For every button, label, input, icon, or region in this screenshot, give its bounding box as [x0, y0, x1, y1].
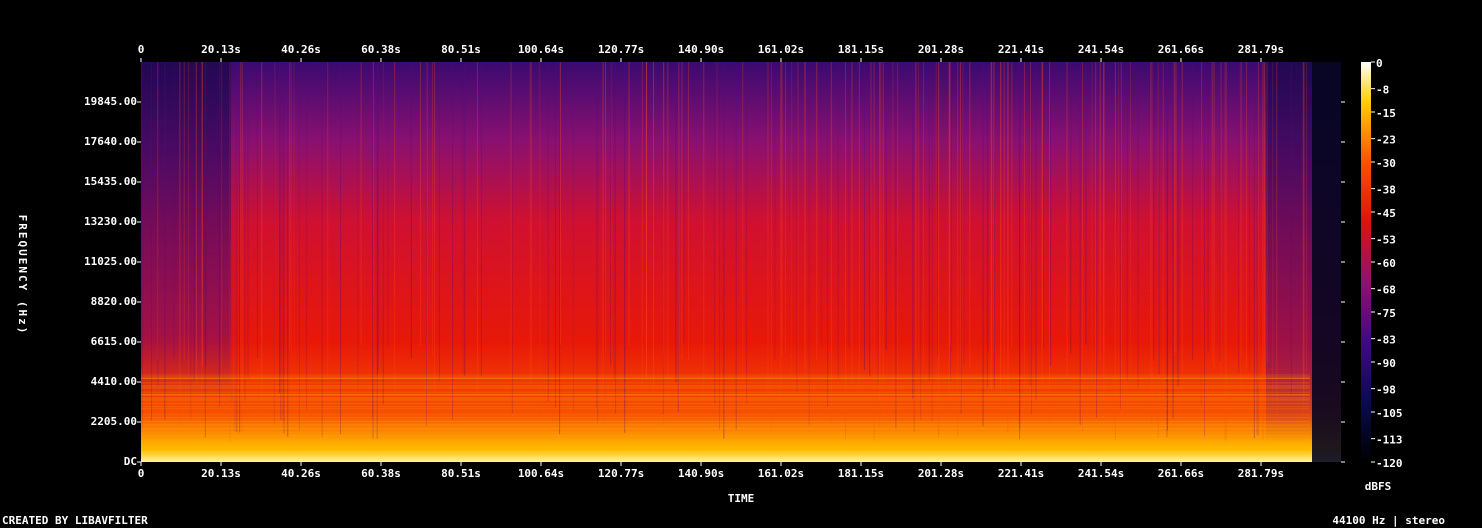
- x-tick-label: 181.15s: [838, 467, 884, 480]
- x-tick-label: 241.54s: [1078, 467, 1124, 480]
- colorbar-tick-label: -38: [1376, 184, 1396, 197]
- silence: [1312, 62, 1341, 462]
- x-tick-label: 281.79s: [1238, 467, 1284, 480]
- x-tick-label: 20.13s: [201, 467, 241, 480]
- x-tick-label: 140.90s: [678, 43, 724, 56]
- y-tick-label: 15435.00: [84, 175, 137, 188]
- y-tick-label: DC: [124, 455, 137, 468]
- x-tick-label: 161.02s: [758, 43, 804, 56]
- footer-left: CREATED BY LIBAVFILTER: [2, 514, 148, 527]
- colorbar-tick-label: -45: [1376, 207, 1396, 220]
- colorbar-tick-label: -23: [1376, 134, 1396, 147]
- x-tick-label: 40.26s: [281, 43, 321, 56]
- colorbar-tick-label: -53: [1376, 234, 1396, 247]
- colorbar-tick-label: -98: [1376, 384, 1396, 397]
- x-tick-label: 261.66s: [1158, 467, 1204, 480]
- x-tick-label: 120.77s: [598, 467, 644, 480]
- x-tick-label: 20.13s: [201, 43, 241, 56]
- y-tick-label: 17640.00: [84, 135, 137, 148]
- y-axis-title: FREQUENCY (Hz): [16, 215, 29, 336]
- x-tick-label: 0: [138, 467, 145, 480]
- x-tick-label: 161.02s: [758, 467, 804, 480]
- colorbar-tick-label: -68: [1376, 284, 1396, 297]
- x-tick-label: 221.41s: [998, 43, 1044, 56]
- x-tick-label: 120.77s: [598, 43, 644, 56]
- x-tick-label: 281.79s: [1238, 43, 1284, 56]
- colorbar-tick-label: -75: [1376, 307, 1396, 320]
- colorbar-tick-label: -30: [1376, 157, 1396, 170]
- y-tick-label: 6615.00: [91, 335, 137, 348]
- x-tick-label: 0: [138, 43, 145, 56]
- y-tick-label: 11025.00: [84, 255, 137, 268]
- y-tick-label: 2205.00: [91, 415, 137, 428]
- x-tick-label: 140.90s: [678, 467, 724, 480]
- x-tick-label: 221.41s: [998, 467, 1044, 480]
- x-tick-label: 80.51s: [441, 43, 481, 56]
- colorbar-tick-label: -120: [1376, 457, 1403, 470]
- x-tick-label: 241.54s: [1078, 43, 1124, 56]
- y-tick-label: 4410.00: [91, 375, 137, 388]
- x-axis-title: TIME: [728, 492, 755, 505]
- y-tick-label: 19845.00: [84, 95, 137, 108]
- spectrogram: [141, 62, 1341, 462]
- x-tick-label: 181.15s: [838, 43, 884, 56]
- x-tick-label: 100.64s: [518, 43, 564, 56]
- colorbar-tick-label: -8: [1376, 84, 1389, 97]
- x-tick-label: 60.38s: [361, 467, 401, 480]
- spectrogram-texture: [140, 62, 1341, 462]
- y-tick-label: 13230.00: [84, 215, 137, 228]
- colorbar-tick-label: -83: [1376, 334, 1396, 347]
- colorbar-tick-label: -60: [1376, 257, 1396, 270]
- x-tick-label: 40.26s: [281, 467, 321, 480]
- colorbar-tick-label: -15: [1376, 107, 1396, 120]
- quiet-band: [141, 62, 231, 402]
- colorbar: [1361, 62, 1371, 462]
- colorbar-tick-label: 0: [1376, 57, 1383, 70]
- x-tick-label: 60.38s: [361, 43, 401, 56]
- colorbar-tick-label: -90: [1376, 357, 1396, 370]
- x-tick-label: 201.28s: [918, 467, 964, 480]
- colorbar-tick-label: -113: [1376, 434, 1403, 447]
- colorbar-tick-label: -105: [1376, 407, 1403, 420]
- x-tick-label: 201.28s: [918, 43, 964, 56]
- y-tick-label: 8820.00: [91, 295, 137, 308]
- x-tick-label: 261.66s: [1158, 43, 1204, 56]
- footer-right: 44100 Hz | stereo: [1332, 514, 1445, 527]
- colorbar-title: dBFS: [1365, 480, 1392, 493]
- x-tick-label: 100.64s: [518, 467, 564, 480]
- x-tick-label: 80.51s: [441, 467, 481, 480]
